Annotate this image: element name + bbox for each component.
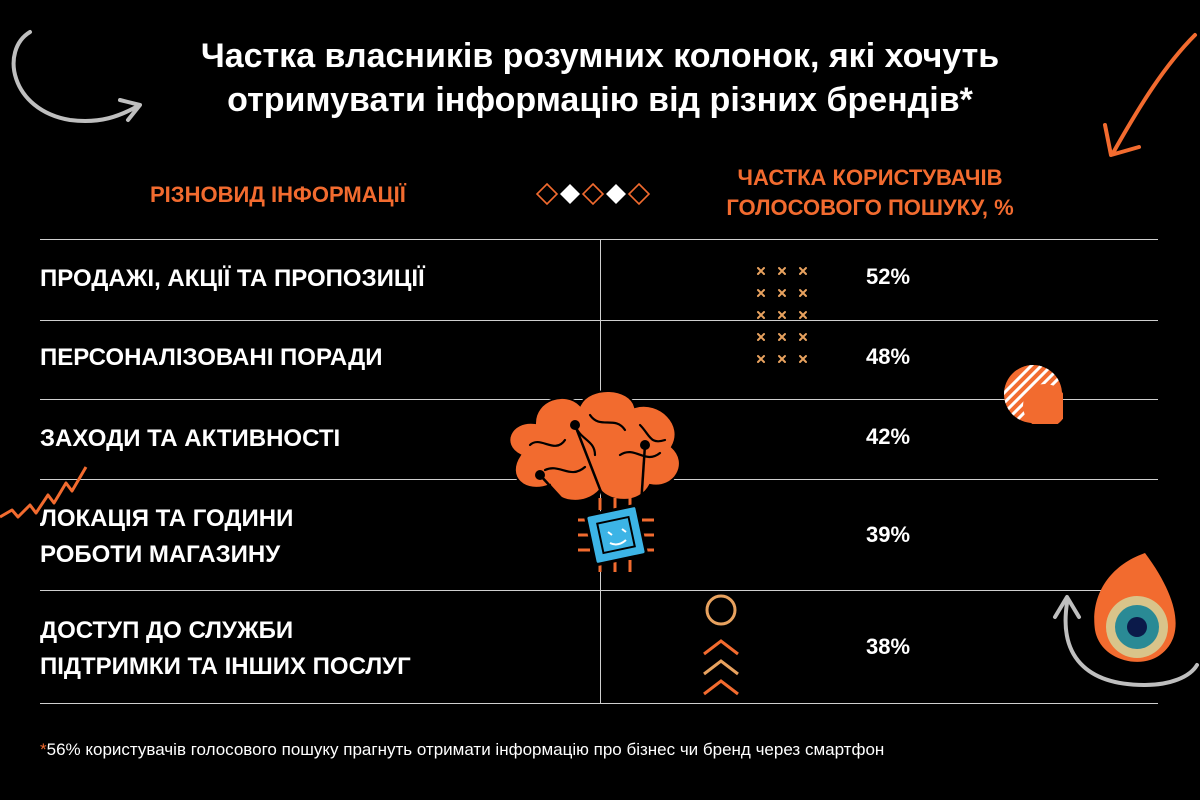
diamond-row-icon — [535, 182, 650, 206]
orange-arrow-icon — [1103, 33, 1197, 157]
footnote-text: 56% користувачів голосового пошуку прагн… — [46, 740, 885, 759]
table-divider — [40, 703, 1158, 704]
cross-pattern-icon — [757, 267, 807, 363]
footnote: *56% користувачів голосового пошуку праг… — [40, 740, 884, 760]
striped-circle-icon — [1004, 365, 1063, 424]
circle-chevrons-icon — [703, 594, 739, 696]
row-label: ДОСТУП ДО СЛУЖБИ ПІДТРИМКИ ТА ІНШИХ ПОСЛ… — [40, 613, 580, 685]
brain-chip-icon — [508, 390, 681, 572]
row-value: 52% — [866, 264, 911, 289]
value-column-header: ЧАСТКА КОРИСТУВАЧІВ ГОЛОСОВОГО ПОШУКУ, % — [685, 163, 1055, 223]
curved-gray-arrow-icon — [1053, 595, 1199, 688]
table-divider — [40, 239, 1158, 240]
table-divider — [40, 590, 1158, 591]
row-value: 42% — [866, 424, 911, 449]
row-label: ПРОДАЖІ, АКЦІЇ ТА ПРОПОЗИЦІЇ — [40, 261, 580, 297]
row-label: ПЕРСОНАЛІЗОВАНІ ПОРАДИ — [40, 340, 580, 376]
row-value: 48% — [866, 344, 911, 369]
footnote-star: * — [40, 740, 47, 759]
row-label-line: ПЕРСОНАЛІЗОВАНІ ПОРАДИ — [40, 344, 383, 371]
row-label-line: ПРОДАЖІ, АКЦІЇ ТА ПРОПОЗИЦІЇ — [40, 265, 425, 292]
row-label: ЗАХОДИ ТА АКТИВНОСТІ — [40, 421, 580, 457]
row-label: ЛОКАЦІЯ ТА ГОДИНИ РОБОТИ МАГАЗИНУ — [40, 501, 580, 573]
value-header-line-1: ЧАСТКА КОРИСТУВАЧІВ — [737, 165, 1003, 190]
title-line-1: Частка власників розумних колонок, які х… — [200, 37, 1000, 75]
page-title: Частка власників розумних колонок, які х… — [100, 34, 1100, 122]
eye-drop-icon — [1094, 553, 1176, 662]
curved-arrow-icon — [11, 30, 142, 123]
category-column-header: РІЗНОВИД ІНФОРМАЦІЇ — [150, 182, 406, 207]
value-header-line-2: ГОЛОСОВОГО ПОШУКУ, % — [726, 195, 1014, 220]
row-label-line: ПІДТРИМКИ ТА ІНШИХ ПОСЛУГ — [40, 653, 411, 680]
row-value: 38% — [866, 634, 911, 659]
row-label-line: РОБОТИ МАГАЗИНУ — [40, 541, 281, 568]
row-value: 39% — [866, 522, 911, 547]
title-line-2: отримувати інформацію від різних брендів… — [227, 81, 973, 119]
table-divider — [40, 320, 1158, 321]
zigzag-icon — [0, 466, 88, 519]
row-label-line: ЗАХОДИ ТА АКТИВНОСТІ — [40, 425, 341, 452]
row-label-line: ДОСТУП ДО СЛУЖБИ — [40, 617, 294, 644]
row-label-line: ЛОКАЦІЯ ТА ГОДИНИ — [40, 505, 294, 532]
